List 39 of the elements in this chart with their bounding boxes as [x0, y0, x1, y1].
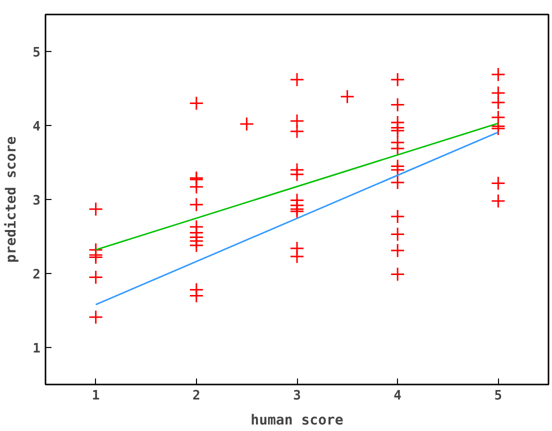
point: [390, 243, 405, 258]
y-tick-label: 2: [32, 268, 40, 282]
y-tick-label: 5: [32, 46, 40, 60]
point: [390, 141, 405, 156]
y-tick-label: 3: [32, 194, 40, 208]
point: [189, 96, 204, 111]
point: [390, 227, 405, 242]
y-tick-label: 4: [32, 120, 41, 134]
point: [340, 89, 355, 104]
point: [290, 124, 304, 139]
point: [390, 209, 405, 224]
point: [290, 249, 304, 264]
y-tick-label: 1: [32, 342, 41, 356]
point: [390, 123, 405, 138]
point: [390, 98, 405, 112]
point: [189, 180, 204, 194]
x-axis-title: human score: [250, 412, 344, 428]
x-tick-label: 5: [494, 388, 502, 404]
point: [189, 238, 204, 253]
point: [490, 95, 506, 110]
point: [390, 175, 405, 190]
point: [88, 202, 104, 216]
point: [490, 67, 506, 82]
point: [189, 197, 204, 212]
point: [390, 162, 405, 178]
point: [290, 72, 304, 87]
y-axis-title: predicted score: [4, 136, 20, 263]
x-tick-label: 2: [192, 388, 200, 404]
point: [88, 310, 104, 324]
point: [290, 167, 304, 182]
x-tick-label: 1: [92, 388, 100, 404]
x-tick-label: 4: [394, 388, 402, 404]
point: [390, 266, 405, 282]
point: [390, 72, 405, 87]
point: [239, 116, 254, 132]
point: [88, 270, 104, 284]
point: [490, 194, 506, 208]
point: [490, 176, 506, 190]
x-tick-label: 3: [293, 388, 301, 404]
